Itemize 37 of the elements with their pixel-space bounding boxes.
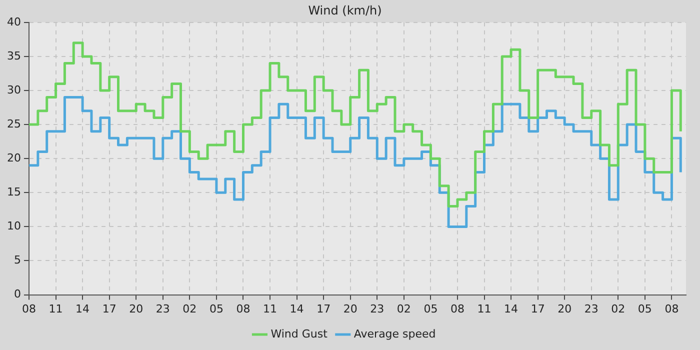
x-tick-label: 20 (343, 302, 358, 316)
legend-label: Wind Gust (270, 327, 328, 340)
x-tick-label: 14 (76, 302, 90, 316)
x-tick-label: 02 (396, 302, 411, 316)
x-tick-label: 08 (664, 302, 679, 316)
y-tick-label: 35 (6, 49, 21, 62)
y-tick-label: 25 (6, 117, 21, 130)
x-tick-label: 17 (102, 302, 116, 316)
x-tick-label: 08 (22, 302, 36, 316)
x-tick-label: 11 (48, 302, 63, 316)
y-tick-label: 0 (14, 288, 21, 301)
x-tick-label: 08 (236, 302, 250, 316)
y-tick-label: 10 (6, 220, 21, 233)
x-tick-label: 05 (638, 302, 652, 316)
x-tick-label: 05 (209, 302, 224, 316)
x-tick-label: 11 (477, 302, 492, 316)
x-tick-label: 02 (182, 302, 197, 316)
x-tick-label: 23 (584, 302, 598, 316)
x-tick-label: 20 (129, 302, 144, 316)
x-tick-label: 20 (558, 302, 572, 316)
y-tick-label: 30 (6, 83, 21, 96)
x-tick-label: 14 (504, 302, 518, 316)
chart-title: Wind (km/h) (308, 3, 382, 18)
x-tick-label: 02 (611, 302, 626, 316)
legend-label: Average speed (354, 327, 436, 340)
x-tick-label: 17 (530, 302, 545, 316)
y-tick-label: 20 (6, 151, 21, 164)
x-tick-label: 14 (290, 302, 304, 316)
x-tick-label: 23 (156, 302, 170, 316)
y-tick-label: 5 (14, 254, 21, 267)
x-tick-label: 05 (424, 302, 438, 316)
x-tick-label: 23 (370, 302, 384, 316)
x-tick-label: 11 (263, 302, 278, 316)
y-tick-label: 15 (6, 186, 21, 199)
x-tick-label: 08 (450, 302, 464, 316)
x-tick-label: 17 (316, 302, 331, 316)
y-tick-label: 40 (6, 15, 21, 28)
